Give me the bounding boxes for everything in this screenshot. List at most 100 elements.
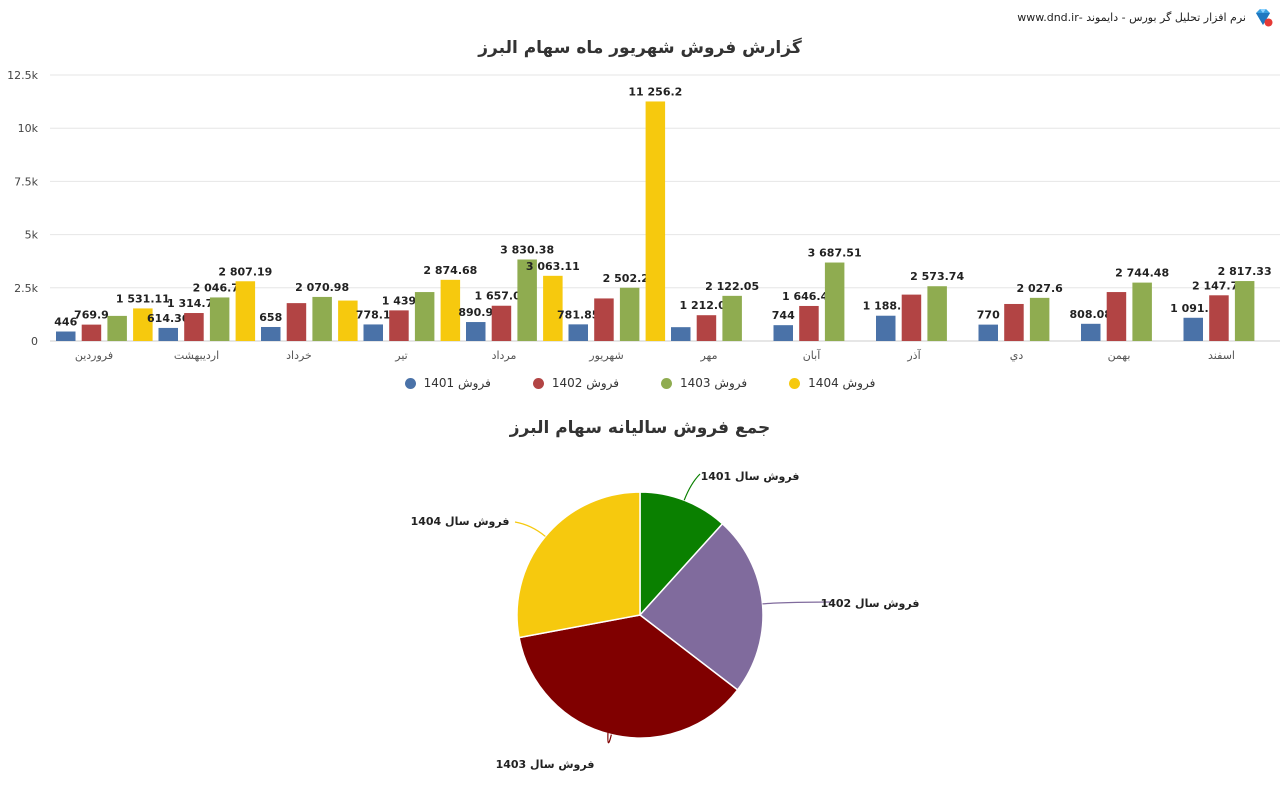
data-label: 769.9 [74,309,109,322]
data-label: 3 063.11 [526,260,580,273]
bar [286,303,307,341]
legend-label: فروش 1404 [808,376,876,390]
bar [696,315,717,341]
bar [1183,317,1203,341]
bar [133,308,153,341]
data-label: 1 314.74 [167,297,221,310]
data-label: 1 646.42 [782,290,836,303]
data-label: 770 [977,309,1000,322]
bar [414,292,435,341]
pie-slice [518,614,739,739]
x-tick-label: آذر [906,348,921,362]
bar [671,327,691,341]
y-tick-label: 7.5k [14,175,38,188]
bar [440,279,461,341]
data-label: 614.36 [147,312,190,325]
bar-chart-legend: فروش 1401 فروش 1402 فروش 1403 فروش 1404 [0,376,1280,390]
y-tick-label: 0 [31,335,38,348]
y-tick-label: 12.5k [7,69,38,82]
pie-connector-line [762,601,831,605]
y-tick-label: 5k [25,229,39,242]
data-label: 2 573.74 [910,270,964,283]
bar [1029,297,1050,341]
legend-marker [789,377,801,389]
y-tick-label: 10k [18,122,39,135]
data-label: 3 687.51 [808,247,862,260]
legend-label: فروش 1402 [551,376,619,390]
brand-header: نرم افزار تحلیل گر بورس - دایموند -www.d… [1017,6,1274,28]
bar [824,262,845,341]
bar [927,286,947,341]
data-label: 2 874.68 [423,264,477,277]
data-label: 11 256.2 [628,85,682,98]
x-tick-label: بهمن [1108,349,1131,362]
legend-item[interactable]: فروش 1403 [661,376,747,390]
data-label: 2 046.79 [193,281,247,294]
bar [1004,303,1024,341]
bar [184,313,204,341]
data-label: 2 027.6 [1017,282,1064,295]
x-tick-label: تیر [394,349,407,362]
data-label: 2 817.33 [1218,265,1272,278]
bar [1209,295,1229,341]
legend-marker [404,377,416,389]
pie-connector-line [514,521,546,537]
data-label: 3 830.38 [500,243,554,256]
y-tick-label: 2.5k [14,282,38,295]
data-label: 1 439 [382,294,416,307]
x-tick-label: خرداد [286,349,312,362]
data-label: 658 [259,311,282,324]
brand-text: نرم افزار تحلیل گر بورس - دایموند -www.d… [1017,10,1246,24]
diamond-logo-icon [1256,9,1273,27]
x-tick-label: اسفند [1208,349,1235,362]
x-tick-label: اردیبهشت [174,349,219,362]
pie-chart: فروش سال 1401 فروش سال 1402 فروش سال 1403 ف… [411,470,920,771]
bar [338,300,358,341]
legend-item[interactable]: فروش 1404 [789,376,875,390]
legend-item[interactable]: فروش 1402 [532,376,619,390]
pie-connector-line [683,473,701,501]
data-label: 2 147.73 [1192,279,1246,292]
legend-label: فروش 1401 [423,376,491,390]
bar [722,295,742,341]
bar [594,298,614,341]
data-label: 2 744.48 [1115,267,1169,280]
data-label: 808.08 [1070,308,1112,321]
data-label: 1 657.07 [474,290,528,303]
data-label: 1 212.04 [679,299,733,312]
x-tick-label: مرداد [492,349,517,362]
bar-chart-title: گزارش فروش شهریور ماه سهام البرز [478,38,802,58]
bar [466,322,486,341]
data-label: 446 [54,316,77,329]
bar [1106,292,1127,341]
bar [1234,281,1255,341]
x-tick-label: فروردین [75,349,113,362]
data-label: 1 531.11 [116,292,170,305]
pie-slice [516,491,641,639]
bar [158,327,178,341]
bar [56,331,76,341]
bar [389,310,409,341]
pie-slice-label: فروش سال 1402 [821,597,920,610]
bar [261,326,281,341]
pie-connector-line [607,731,612,744]
legend-label: فروش 1403 [680,376,748,390]
legend-item[interactable]: فروش 1401 [404,376,491,390]
bar [107,315,127,341]
bar [312,296,332,341]
bar [645,101,666,341]
pie-slice [639,491,724,617]
bar [773,325,793,341]
pie-chart-title: جمع فروش سالیانه سهام البرز [509,418,771,438]
x-tick-label: شهریور [588,349,623,362]
data-label: 781.85 [557,308,599,321]
data-label: 744 [772,309,795,322]
data-label: 1 188.1 [863,300,909,313]
data-label: 2 502.25 [603,272,657,285]
bar [619,287,640,341]
bar [799,305,819,341]
data-label: 1 091.6 [1170,302,1217,315]
bar [543,275,563,341]
bar [876,315,896,341]
